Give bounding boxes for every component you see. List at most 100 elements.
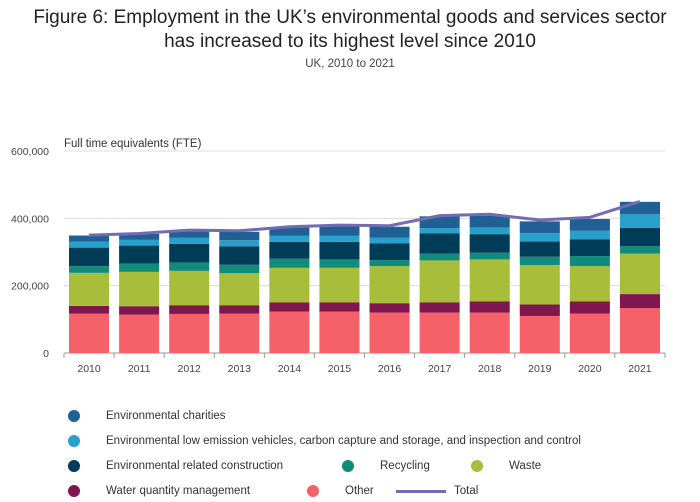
x-tick-label: 2013 [228, 363, 252, 375]
x-tick-label: 2018 [478, 363, 502, 375]
bar-segment-recycling [69, 266, 110, 273]
bar-segment-other [369, 312, 410, 353]
bar-segment-recycling [569, 256, 610, 267]
bar-segment-water-quantity-management [319, 302, 360, 312]
bar-segment-waste [469, 259, 510, 302]
bar-segment-recycling [469, 252, 510, 260]
bar-segment-environmental-low-emission-vehicles-carbon-capture-and-storage-and-inspection-and-control [419, 228, 460, 234]
bar-segment-water-quantity-management [569, 301, 610, 314]
bar-segment-water-quantity-management [119, 306, 160, 315]
bar-segment-environmental-related-construction [569, 239, 610, 257]
bar-segment-environmental-low-emission-vehicles-carbon-capture-and-storage-and-inspection-and-control [519, 233, 560, 242]
bar-segment-recycling [319, 259, 360, 268]
y-tick-label: 400,000 [11, 213, 49, 225]
chart-subtitle: UK, 2010 to 2021 [305, 58, 395, 70]
bar-segment-environmental-low-emission-vehicles-carbon-capture-and-storage-and-inspection-and-control [469, 227, 510, 235]
bar-segment-water-quantity-management [469, 301, 510, 313]
bar-segment-other [469, 312, 510, 353]
bar-segment-other [519, 315, 560, 353]
bar-segment-environmental-low-emission-vehicles-carbon-capture-and-storage-and-inspection-and-control [319, 235, 360, 242]
bar-segment-other [119, 314, 160, 353]
x-tick-label: 2015 [328, 363, 352, 375]
bar-segment-environmental-related-construction [319, 241, 360, 260]
bar-segment-environmental-related-construction [219, 246, 260, 265]
bar-segment-environmental-low-emission-vehicles-carbon-capture-and-storage-and-inspection-and-control [569, 230, 610, 240]
bar-segment-environmental-related-construction [469, 234, 510, 253]
chart-title: Figure 6: Employment in the UK’s environ… [0, 6, 700, 54]
x-tick-label: 2017 [428, 363, 452, 375]
bar-segment-recycling [269, 258, 310, 268]
y-tick-label: 200,000 [11, 281, 49, 293]
bar-segment-environmental-charities [619, 201, 660, 215]
x-tick-label: 2010 [77, 363, 101, 375]
bar-segment-recycling [219, 264, 260, 274]
bar-segment-environmental-charities [369, 226, 410, 238]
bar-segment-other [69, 313, 110, 353]
bar-segment-environmental-related-construction [519, 241, 560, 257]
bar-segment-water-quantity-management [269, 302, 310, 312]
bar-segment-waste [69, 272, 110, 306]
bar-segment-environmental-related-construction [69, 247, 110, 267]
bar-segment-environmental-charities [469, 215, 510, 228]
bar-segment-water-quantity-management [619, 294, 660, 309]
bar-segment-water-quantity-management [419, 302, 460, 313]
bar-segment-waste [419, 260, 460, 303]
bar-segment-waste [619, 253, 660, 295]
bar-segment-water-quantity-management [369, 303, 410, 313]
bar-segment-other [219, 313, 260, 353]
bar-segment-environmental-charities [569, 219, 610, 231]
bar-segment-waste [369, 266, 410, 304]
bar-segment-other [269, 311, 310, 353]
chart-title-line-2: has increased to its highest level since… [164, 31, 536, 52]
bar-segment-environmental-low-emission-vehicles-carbon-capture-and-storage-and-inspection-and-control [369, 237, 410, 244]
x-tick-label: 2019 [528, 363, 552, 375]
bar-segment-other [569, 313, 610, 353]
bar-segment-recycling [519, 256, 560, 266]
bar-segment-environmental-charities [419, 216, 460, 229]
bar-segment-water-quantity-management [169, 305, 210, 314]
bar-segment-water-quantity-management [519, 304, 560, 316]
bar-segment-waste [269, 267, 310, 303]
bar-segment-recycling [119, 263, 160, 272]
y-tick-label: 600,000 [11, 146, 49, 158]
bar-segment-waste [219, 273, 260, 306]
bar-segment-environmental-low-emission-vehicles-carbon-capture-and-storage-and-inspection-and-control [619, 214, 660, 228]
total-line [88, 200, 641, 237]
bar-segment-environmental-charities [69, 235, 110, 242]
bar-segment-environmental-related-construction [419, 233, 460, 254]
bar-segment-recycling [419, 253, 460, 261]
bar-segment-water-quantity-management [69, 305, 110, 314]
bar-segment-environmental-charities [119, 233, 160, 240]
bar-segment-recycling [369, 260, 410, 267]
bar-segment-waste [119, 271, 160, 307]
bar-segment-environmental-low-emission-vehicles-carbon-capture-and-storage-and-inspection-and-control [119, 239, 160, 246]
x-tick-label: 2011 [128, 363, 151, 375]
bar-segment-environmental-related-construction [619, 227, 660, 247]
bar-segment-environmental-charities [519, 221, 560, 234]
bar-segment-environmental-charities [219, 231, 260, 241]
bar-segment-environmental-related-construction [269, 241, 310, 259]
bar-segment-environmental-charities [319, 225, 360, 236]
bar-segment-environmental-related-construction [169, 243, 210, 263]
bar-segment-environmental-low-emission-vehicles-carbon-capture-and-storage-and-inspection-and-control [169, 237, 210, 244]
bar-segment-environmental-charities [269, 227, 310, 236]
bar-segment-environmental-charities [169, 230, 210, 238]
y-tick-label: 0 [43, 348, 49, 360]
bar-segment-waste [569, 266, 610, 302]
x-tick-label: 2016 [378, 363, 402, 375]
bar-segment-recycling [619, 246, 660, 254]
bar-segment-other [169, 313, 210, 353]
x-tick-label: 2020 [578, 363, 602, 375]
x-tick-label: 2014 [278, 363, 302, 375]
bar-segment-recycling [169, 262, 210, 271]
bar-segment-other [419, 312, 460, 353]
bar-segment-environmental-related-construction [119, 245, 160, 264]
bar-segment-water-quantity-management [219, 305, 260, 314]
x-tick-label: 2021 [628, 363, 652, 375]
bar-segment-environmental-related-construction [369, 243, 410, 261]
x-tick-label: 2012 [178, 363, 202, 375]
bar-segment-waste [169, 270, 210, 306]
bar-segment-other [319, 311, 360, 353]
bar-segment-environmental-low-emission-vehicles-carbon-capture-and-storage-and-inspection-and-control [69, 241, 110, 248]
